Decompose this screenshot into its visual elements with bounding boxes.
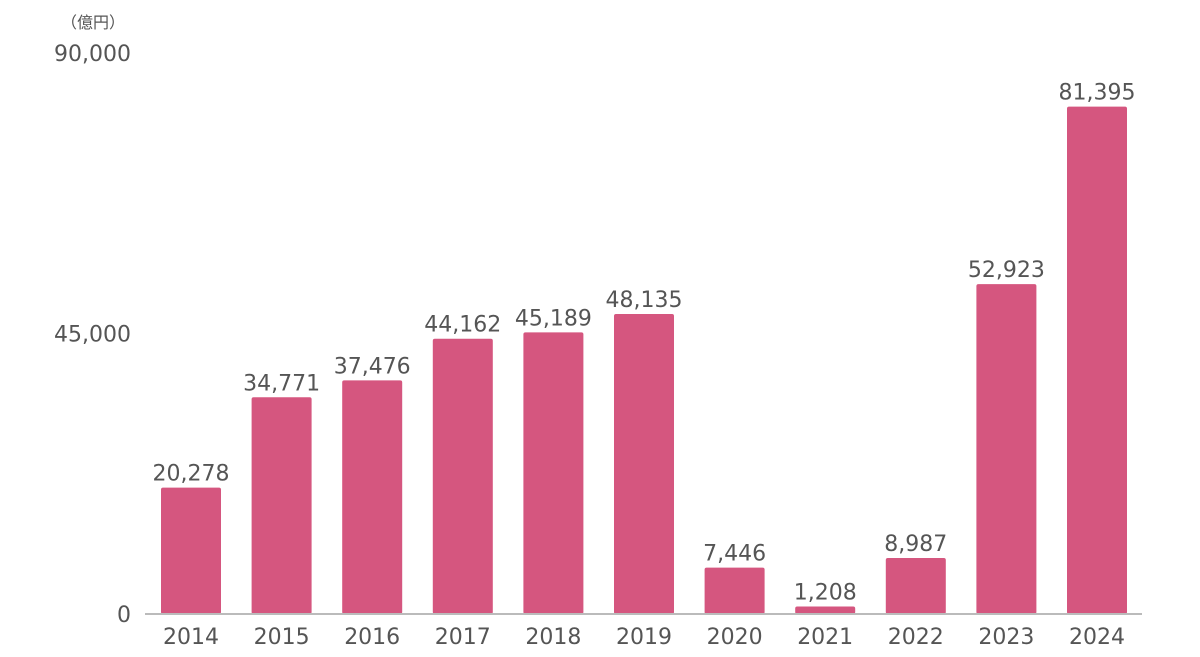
x-tick-label: 2017 <box>435 625 491 650</box>
y-tick-label: 45,000 <box>54 323 131 348</box>
data-label: 34,771 <box>243 371 320 396</box>
x-tick-label: 2015 <box>254 625 310 650</box>
y-tick-label: 0 <box>117 603 131 628</box>
bar-2019 <box>614 313 674 614</box>
data-label: 48,135 <box>606 288 683 313</box>
bar-2020 <box>704 567 765 614</box>
bar-2016 <box>342 380 403 614</box>
x-tick-label: 2014 <box>163 625 219 650</box>
bar-2017 <box>432 338 493 614</box>
unit-label: （億円） <box>61 13 125 32</box>
x-tick-label: 2023 <box>978 625 1034 650</box>
data-label: 1,208 <box>794 580 857 605</box>
bar-2021 <box>795 606 856 614</box>
bar-2023 <box>976 284 1037 614</box>
bar-2024 <box>1067 106 1127 615</box>
data-label: 20,278 <box>153 462 230 487</box>
bar-2015 <box>251 397 312 614</box>
y-tick-label: 90,000 <box>54 42 131 67</box>
data-label: 45,189 <box>515 306 592 331</box>
bar-2022 <box>885 557 946 614</box>
data-label: 81,395 <box>1059 81 1136 106</box>
x-tick-label: 2021 <box>797 625 853 650</box>
data-label: 8,987 <box>884 532 947 557</box>
data-label: 44,162 <box>424 313 501 338</box>
x-tick-label: 2018 <box>525 625 581 650</box>
x-tick-label: 2016 <box>344 625 400 650</box>
x-tick-label: 2020 <box>707 625 763 650</box>
data-label: 52,923 <box>968 258 1045 283</box>
x-tick-label: 2022 <box>888 625 944 650</box>
x-tick-label: 2024 <box>1069 625 1125 650</box>
bar-2018 <box>523 332 584 614</box>
data-label: 37,476 <box>334 354 411 379</box>
data-label: 7,446 <box>703 542 766 567</box>
bar-2014 <box>161 487 221 614</box>
x-tick-label: 2019 <box>616 625 672 650</box>
